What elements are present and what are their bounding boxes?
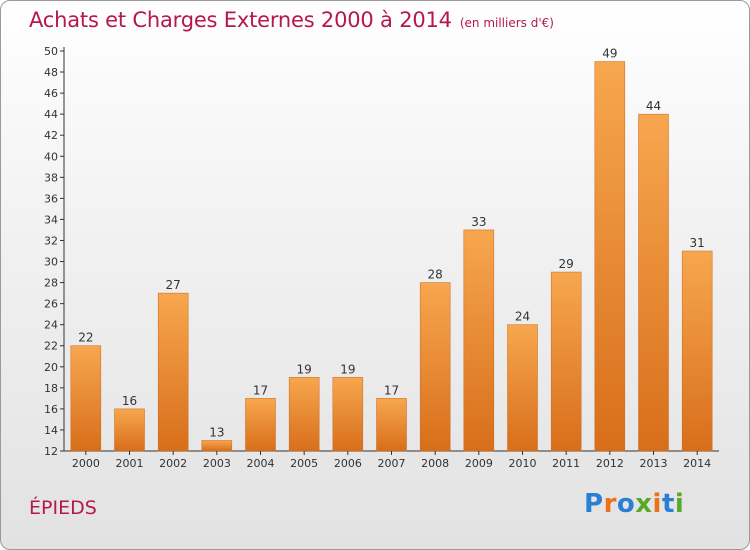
data-label: 19 (297, 362, 312, 376)
y-tick-label: 16 (44, 403, 58, 416)
bar (681, 250, 713, 452)
x-tick-label: 2010 (509, 457, 537, 470)
data-label: 31 (690, 236, 705, 250)
x-tick-label: 2012 (596, 457, 624, 470)
x-tick-label: 2005 (290, 457, 318, 470)
bar (157, 292, 189, 452)
bar (245, 398, 276, 452)
proxiti-logo: Proxiti (584, 489, 684, 519)
x-tick-label: 2003 (203, 457, 231, 470)
y-tick-label: 36 (44, 192, 58, 205)
x-tick-label: 2011 (552, 457, 580, 470)
data-label: 17 (253, 383, 268, 397)
y-tick-label: 30 (44, 256, 58, 269)
bar (507, 324, 538, 452)
commune-name: ÉPIEDS (29, 497, 97, 519)
y-tick-label: 40 (44, 150, 58, 163)
logo-letter: P (584, 489, 604, 519)
y-tick-label: 20 (44, 361, 58, 374)
bar (594, 61, 626, 452)
data-label: 13 (209, 425, 224, 439)
x-tick-label: 2000 (72, 457, 100, 470)
x-tick-label: 2008 (421, 457, 449, 470)
y-tick-label: 22 (44, 340, 58, 353)
chart-subtitle: (en milliers d'€) (459, 16, 554, 30)
data-label: 16 (122, 394, 137, 408)
data-label: 27 (166, 278, 181, 292)
bar (419, 282, 451, 452)
x-tick-label: 2002 (159, 457, 187, 470)
data-label: 28 (428, 268, 443, 282)
bar (463, 229, 495, 452)
chart-title: Achats et Charges Externes 2000 à 2014 (e… (29, 8, 554, 32)
logo-letter: r (603, 489, 617, 519)
bar (288, 377, 320, 452)
y-tick-label: 38 (44, 171, 58, 184)
y-tick-label: 48 (44, 66, 58, 79)
logo-letter: i (652, 489, 662, 519)
bar (550, 271, 582, 452)
y-tick-label: 18 (44, 382, 58, 395)
y-tick-label: 26 (44, 298, 58, 311)
data-label: 17 (384, 383, 399, 397)
data-label: 29 (559, 257, 574, 271)
x-tick-label: 2006 (334, 457, 362, 470)
y-tick-label: 24 (44, 319, 58, 332)
y-tick-label: 42 (44, 129, 58, 142)
x-tick-label: 2007 (378, 457, 406, 470)
x-tick-label: 2009 (465, 457, 493, 470)
data-label: 33 (471, 215, 486, 229)
y-tick-label: 44 (44, 108, 58, 121)
y-tick-label: 50 (44, 45, 58, 58)
y-tick-label: 46 (44, 87, 58, 100)
y-tick-label: 34 (44, 213, 58, 226)
chart-title-text: Achats et Charges Externes 2000 à 2014 (29, 8, 452, 32)
logo-letter: t (661, 489, 675, 519)
x-tick-label: 2001 (116, 457, 144, 470)
logo-letter: o (616, 489, 636, 519)
y-tick-label: 32 (44, 234, 58, 247)
data-label: 24 (515, 310, 530, 324)
data-label: 22 (78, 331, 93, 345)
x-tick-label: 2004 (247, 457, 275, 470)
x-tick-label: 2013 (640, 457, 668, 470)
bar (332, 377, 364, 452)
bar (114, 408, 145, 452)
y-tick-label: 14 (44, 424, 58, 437)
bar (201, 440, 233, 452)
x-tick-label: 2014 (683, 457, 711, 470)
bar (70, 345, 102, 452)
bar (376, 398, 407, 452)
logo-letter: i (674, 489, 685, 519)
data-label: 44 (646, 99, 661, 113)
data-label: 49 (602, 47, 617, 61)
y-tick-label: 28 (44, 277, 58, 290)
logo-letter: x (635, 489, 653, 519)
data-label: 19 (340, 362, 355, 376)
bar (638, 113, 669, 452)
y-tick-label: 12 (44, 445, 58, 458)
